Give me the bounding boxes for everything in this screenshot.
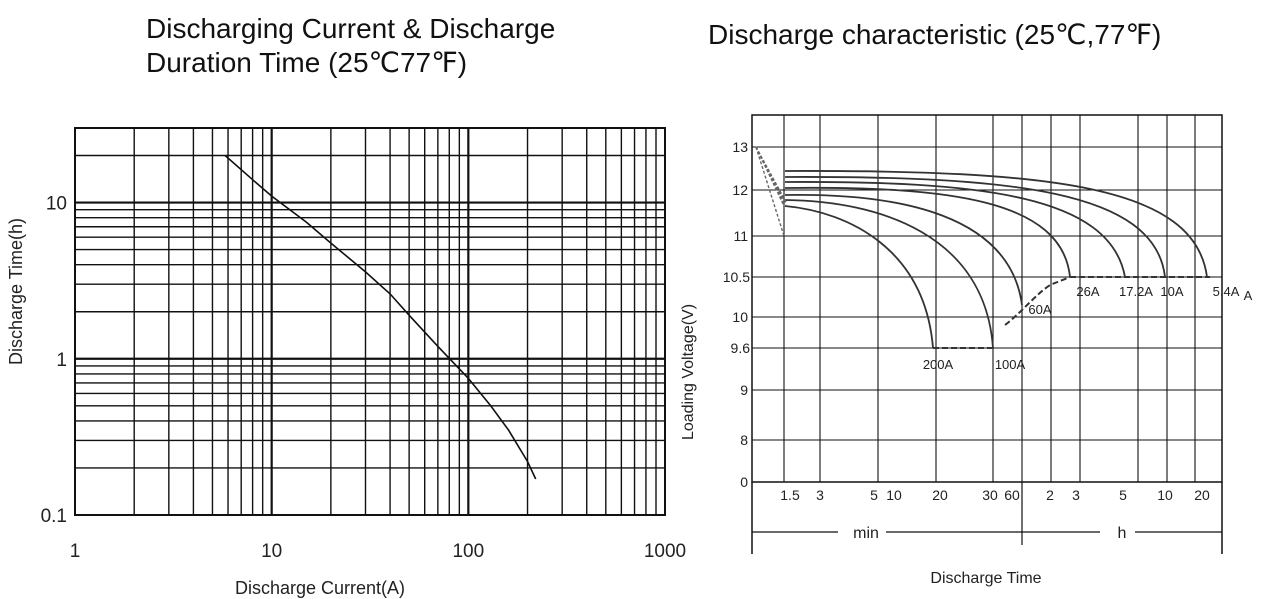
plot-frame xyxy=(751,114,1223,483)
x-tick-label: 1.5 xyxy=(780,487,800,503)
discharge-curve xyxy=(784,193,1023,306)
y-tick-label: 9.6 xyxy=(731,340,751,356)
discharge-curve xyxy=(784,181,1126,278)
y-tick-label: 0 xyxy=(740,474,748,490)
series-label: 26A xyxy=(1076,284,1099,299)
y-tick-label: 9 xyxy=(740,382,748,398)
time-group-label: min xyxy=(853,525,879,542)
series-label: 17.2A xyxy=(1119,284,1153,299)
initial-dash xyxy=(755,146,785,237)
discharge-curve xyxy=(784,205,934,349)
y-tick-label: 1 xyxy=(56,350,67,371)
discharge-curve xyxy=(784,170,1208,278)
discharge-curve xyxy=(784,199,994,349)
initial-dash xyxy=(755,146,785,202)
discharge-curve xyxy=(784,176,1166,278)
series-label: 5.4A xyxy=(1213,284,1240,299)
series-label: 60A xyxy=(1028,302,1051,317)
plot-frame xyxy=(74,127,666,516)
time-group-label: h xyxy=(1118,525,1127,542)
y-tick-label: 8 xyxy=(740,432,748,448)
series-label-suffix: A xyxy=(1244,288,1253,303)
x-tick-label: 100 xyxy=(452,541,484,562)
series-label: 200A xyxy=(923,357,954,372)
x-tick-label: 3 xyxy=(1072,487,1080,503)
discharge-curve xyxy=(784,186,1071,278)
chart-title-left: Discharging Current & Discharge Duration… xyxy=(146,13,556,78)
x-tick-label: 10 xyxy=(1157,487,1173,503)
chart-title-right: Discharge characteristic (25℃,77℉) xyxy=(708,19,1162,50)
y-tick-label: 13 xyxy=(732,139,748,155)
x-tick-label: 60 xyxy=(1004,487,1020,503)
series-label: 100A xyxy=(995,357,1026,372)
x-tick-label: 5 xyxy=(870,487,878,503)
x-tick-label: 5 xyxy=(1119,487,1127,503)
y-axis-label: Loading Voltage(V) xyxy=(680,304,697,440)
x-tick-label: 1000 xyxy=(644,541,686,562)
x-tick-label: 2 xyxy=(1046,487,1054,503)
y-tick-label: 12 xyxy=(732,182,748,198)
series-line xyxy=(224,154,537,480)
y-tick-label: 0.1 xyxy=(41,506,67,527)
y-tick-label: 11 xyxy=(733,228,748,244)
series-label: 10A xyxy=(1160,284,1183,299)
y-tick-label: 10 xyxy=(732,309,748,325)
y-tick-label: 10.5 xyxy=(723,269,750,285)
x-axis-label: Discharge Current(A) xyxy=(235,578,405,598)
x-tick-label: 3 xyxy=(816,487,824,503)
y-axis-label: Discharge Time(h) xyxy=(6,218,26,365)
x-tick-label: 1 xyxy=(70,541,81,562)
y-tick-label: 10 xyxy=(46,194,67,215)
x-tick-label: 30 xyxy=(982,487,998,503)
x-tick-label: 20 xyxy=(1194,487,1210,503)
x-axis-label: Discharge Time xyxy=(930,570,1041,587)
x-tick-label: 10 xyxy=(886,487,902,503)
x-tick-label: 20 xyxy=(932,487,948,503)
end-voltage-dash xyxy=(1004,276,1071,326)
x-tick-label: 10 xyxy=(261,541,282,562)
